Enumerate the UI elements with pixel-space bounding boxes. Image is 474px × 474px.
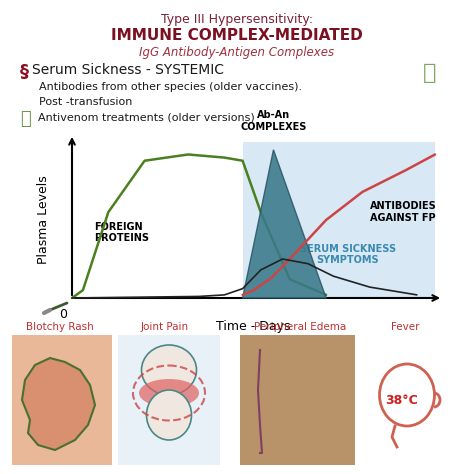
Text: Plasma Levels: Plasma Levels	[37, 176, 51, 264]
Text: §: §	[20, 63, 29, 81]
Text: Antibodies from other species (older vaccines).: Antibodies from other species (older vac…	[32, 82, 302, 92]
Text: 38°C: 38°C	[386, 393, 419, 407]
Polygon shape	[243, 150, 326, 298]
Bar	[362, 335, 462, 465]
Text: SERUM SICKNESS
SYMPTOMS: SERUM SICKNESS SYMPTOMS	[300, 244, 396, 265]
Text: Fever: Fever	[391, 322, 419, 332]
Text: FOREIGN
PROTEINS: FOREIGN PROTEINS	[94, 222, 149, 243]
Polygon shape	[22, 358, 95, 450]
Bar	[12, 335, 112, 465]
Bar	[240, 335, 355, 465]
Text: Post -transfusion: Post -transfusion	[32, 97, 132, 107]
Text: Peripheral Edema: Peripheral Edema	[254, 322, 346, 332]
Text: Joint Pain: Joint Pain	[141, 322, 189, 332]
Text: IMMUNE COMPLEX-MEDIATED: IMMUNE COMPLEX-MEDIATED	[111, 28, 363, 43]
Ellipse shape	[139, 379, 199, 407]
Text: Blotchy Rash: Blotchy Rash	[26, 322, 94, 332]
Text: 🐍: 🐍	[20, 110, 31, 128]
Text: ANTIBODIES
AGAINST FP: ANTIBODIES AGAINST FP	[370, 201, 437, 223]
Ellipse shape	[146, 390, 191, 440]
Text: 🐇: 🐇	[423, 63, 437, 83]
Text: Type III Hypersensitivity:: Type III Hypersensitivity:	[161, 13, 313, 26]
Text: Ab-An
COMPLEXES: Ab-An COMPLEXES	[240, 110, 307, 132]
Text: Serum Sickness - SYSTEMIC: Serum Sickness - SYSTEMIC	[32, 63, 224, 77]
Text: 0: 0	[59, 308, 67, 321]
Ellipse shape	[142, 345, 197, 395]
Text: IgG Antibody-Antigen Complexes: IgG Antibody-Antigen Complexes	[139, 46, 335, 59]
Bar	[118, 335, 220, 465]
Text: Time - Days: Time - Days	[216, 320, 291, 333]
Bar	[243, 142, 435, 298]
Text: Antivenom treatments (older versions): Antivenom treatments (older versions)	[38, 112, 255, 122]
